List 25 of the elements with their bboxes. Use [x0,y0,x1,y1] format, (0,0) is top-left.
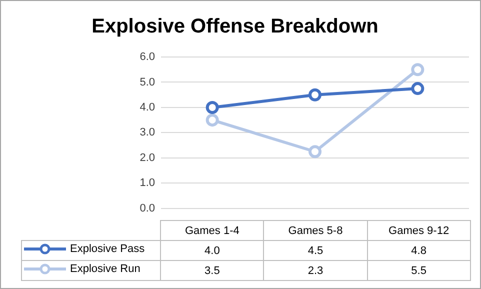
point [206,100,219,114]
y-tick-label: 1.0 [140,177,155,190]
data-label: 5.5 [367,260,470,280]
x-tick-label: Games 1-4 [160,220,264,240]
data-label: 4.0 [160,240,264,260]
y-tick-label: 0.0 [140,202,155,214]
y-tick-label: 5.0 [140,76,155,88]
x-tick-label: Games 5-8 [264,220,368,240]
x-tick-label: Games 9-12 [367,220,470,240]
legend-label: Explosive Pass [70,243,145,255]
point [206,114,219,127]
data-label: 4.8 [367,240,470,260]
legend-label: Explosive Run [70,263,140,275]
y-tick-label: 3.0 [140,126,155,139]
data-label: 4.5 [264,240,368,260]
point [308,145,322,158]
y-tick-label: 2.0 [140,152,155,164]
data-label: 3.5 [160,260,264,280]
y-tick-label: 6.0 [140,51,155,64]
data-label: 2.3 [264,260,368,280]
chart-title: Explosive Offense Breakdown [92,16,378,38]
y-tick-label: 4.0 [140,102,155,114]
point [411,63,424,76]
point [411,82,424,96]
point [308,88,322,102]
